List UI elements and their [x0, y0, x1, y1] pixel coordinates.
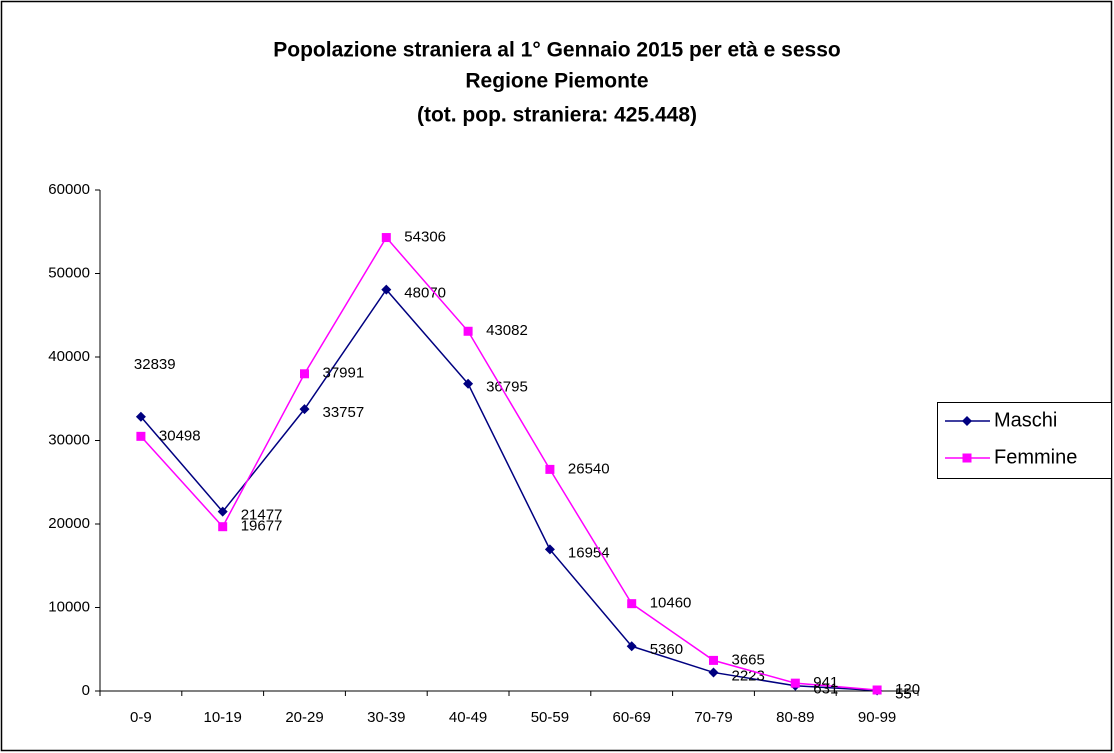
marker [381, 284, 392, 295]
marker [463, 378, 474, 389]
x-tick-label: 10-19 [204, 709, 242, 726]
marker [299, 404, 310, 415]
marker [872, 685, 882, 695]
y-tick-label: 0 [82, 682, 90, 699]
data-label: 43082 [486, 322, 528, 339]
y-tick-label: 10000 [48, 598, 90, 615]
data-label: 54306 [404, 229, 446, 246]
x-tick-label: 90-99 [858, 709, 896, 726]
series-line [140, 288, 878, 692]
data-label: 5360 [650, 641, 683, 658]
legend-label: Femmine [994, 446, 1077, 468]
marker [217, 506, 228, 517]
y-tick-label: 60000 [48, 181, 90, 198]
marker [709, 655, 718, 665]
legend-box [937, 402, 1112, 479]
x-tick-label: 40-49 [449, 709, 487, 726]
data-label: 3665 [732, 651, 765, 668]
data-label: 48070 [404, 285, 446, 302]
x-tick-label: 50-59 [531, 709, 569, 726]
data-label: 55 [895, 686, 912, 703]
x-tick-label: 70-79 [694, 709, 732, 726]
data-label: 32839 [134, 356, 176, 373]
data-label: 19677 [241, 518, 283, 535]
marker [962, 416, 972, 426]
marker [790, 678, 800, 688]
y-tick-label: 30000 [48, 431, 90, 448]
marker [463, 326, 473, 336]
marker [545, 464, 555, 474]
data-label: 10460 [650, 595, 692, 612]
marker [962, 453, 972, 463]
data-label: 37991 [323, 365, 365, 382]
chart-title: Popolazione straniera al 1° Gennaio 2015… [273, 39, 840, 62]
marker [135, 411, 146, 422]
x-tick-label: 20-29 [285, 709, 323, 726]
marker [708, 667, 719, 678]
data-label: 36795 [486, 379, 528, 396]
y-tick-label: 20000 [48, 515, 90, 532]
data-label: 16954 [568, 544, 610, 561]
data-label: 30498 [159, 427, 201, 444]
marker [544, 544, 555, 555]
chart-title: Regione Piemonte [465, 70, 648, 93]
chart-title: (tot. pop. straniera: 425.448) [417, 104, 697, 127]
data-label: 26540 [568, 460, 610, 477]
data-label: 120 [895, 681, 920, 698]
x-tick-label: 30-39 [367, 709, 405, 726]
series-line [140, 236, 878, 691]
data-label: 33757 [323, 404, 365, 421]
x-tick-label: 0-9 [130, 709, 152, 726]
marker [136, 431, 146, 441]
marker [300, 369, 309, 379]
y-tick-label: 40000 [48, 348, 90, 365]
legend-label: Maschi [994, 409, 1057, 431]
marker [381, 233, 391, 243]
y-tick-label: 50000 [48, 264, 90, 281]
marker [626, 641, 637, 652]
x-tick-label: 60-69 [613, 709, 651, 726]
marker [218, 522, 228, 532]
data-label: 21477 [241, 507, 283, 524]
x-tick-label: 80-89 [776, 709, 814, 726]
data-label: 941 [813, 674, 838, 691]
marker [627, 599, 637, 609]
